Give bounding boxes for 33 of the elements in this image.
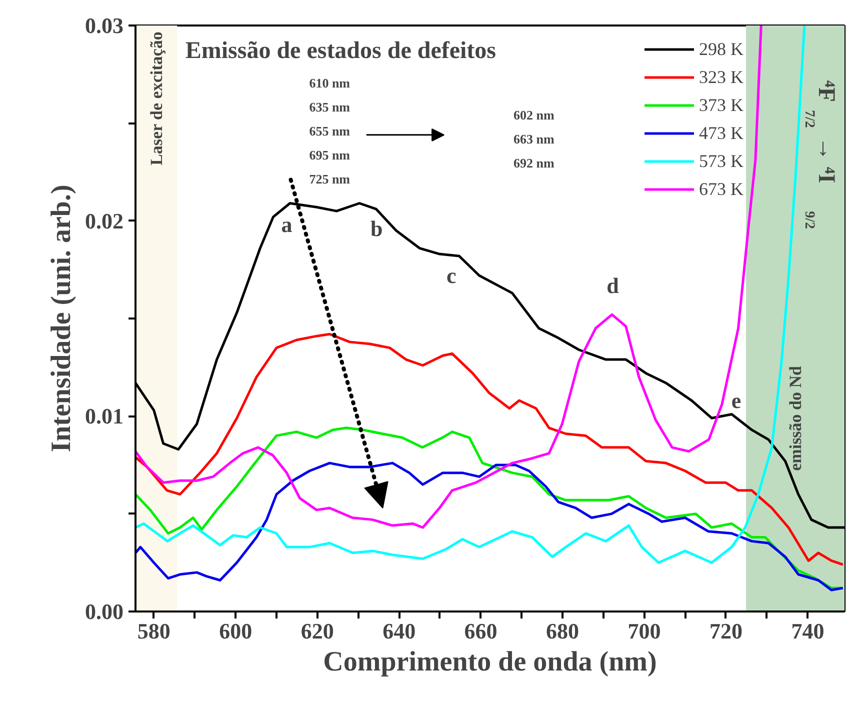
x-tick-label: 680 — [546, 618, 580, 644]
y-tick-label: 0.03 — [85, 13, 124, 38]
annotation: e — [731, 388, 742, 414]
y-axis-title: Intensidade (uni. arb.) — [46, 184, 77, 452]
legend-label: 673 K — [699, 178, 744, 200]
annotation: b — [370, 216, 383, 242]
x-tick-label: 600 — [219, 618, 252, 644]
annotation: c — [446, 263, 456, 288]
y-tick-label: 0.01 — [85, 404, 124, 429]
x-tick-label: 580 — [137, 618, 170, 644]
legend-label: 298 K — [699, 38, 744, 60]
x-tick-label: 620 — [300, 618, 334, 644]
legend-label: 373 K — [699, 94, 744, 116]
x-tick-label: 740 — [791, 618, 824, 644]
legend-label: 473 K — [699, 122, 744, 144]
annotation: a — [281, 212, 292, 238]
legend-label: 323 K — [699, 66, 744, 88]
x-tick-label: 720 — [709, 618, 742, 644]
annotation: ⁴F7/2 → ⁴I9/2 — [801, 80, 840, 230]
legend-label: 573 K — [699, 150, 744, 172]
annotation: d — [606, 272, 619, 298]
y-tick-label: 0.02 — [85, 208, 124, 234]
line-series — [136, 332, 844, 566]
x-axis-title: Comprimento de onda (nm) — [323, 646, 657, 678]
band-label: Laser de excitação — [146, 32, 166, 166]
x-tick-label: 660 — [464, 618, 498, 644]
annotation: 610 nm 635 nm 655 nm 695 nm 725 nm — [309, 75, 350, 186]
annotation: 602 nm 663 nm 692 nm — [514, 107, 555, 170]
x-tick-label: 700 — [628, 618, 661, 644]
y-tick-label: 0.00 — [85, 599, 124, 624]
x-tick-label: 640 — [382, 618, 416, 644]
band-label: emissão do Nd — [786, 365, 805, 471]
annotation: Emissão de estados de defeitos — [185, 38, 496, 64]
